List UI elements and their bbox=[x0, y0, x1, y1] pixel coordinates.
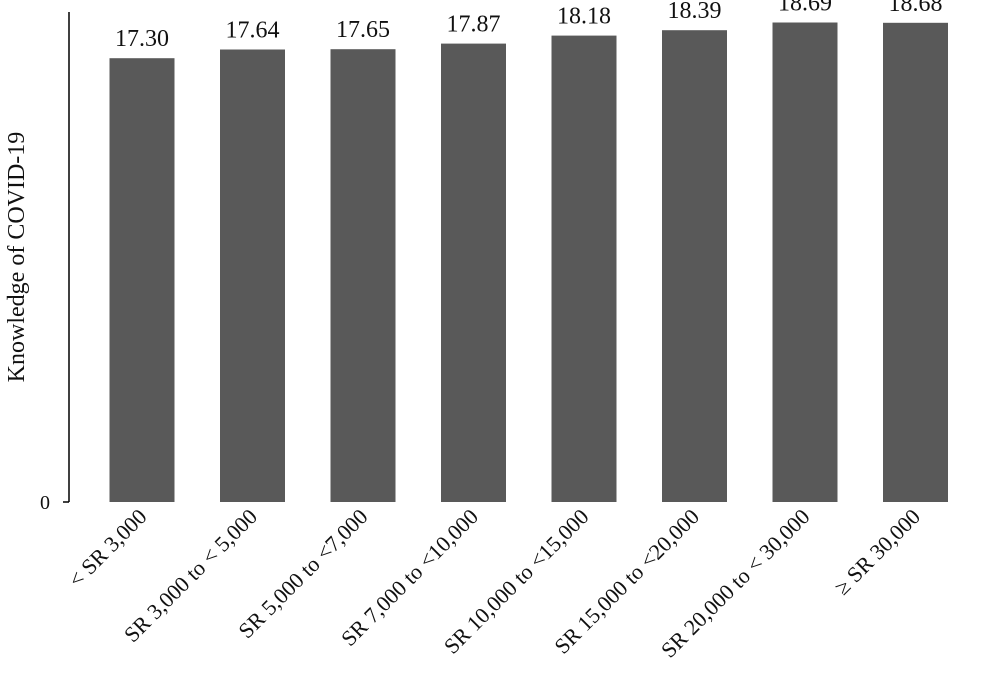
y-tick-label: 0 bbox=[40, 492, 50, 514]
value-labels-group: 17.30 17.64 17.65 17.87 18.18 18.39 18.69 18.68 bbox=[115, 0, 943, 52]
bar-value-label: 17.64 bbox=[226, 18, 280, 44]
bar-value-label: 18.39 bbox=[668, 0, 722, 24]
bar bbox=[109, 58, 175, 502]
bar bbox=[330, 49, 396, 502]
x-tick-label: ≥ SR 30,000 bbox=[829, 504, 925, 600]
axes: 0 Knowledge of COVID-19 bbox=[4, 12, 70, 514]
bar-value-label: 18.69 bbox=[778, 0, 832, 17]
bar bbox=[883, 22, 948, 503]
bar-value-label: 18.18 bbox=[557, 4, 611, 30]
bar bbox=[551, 35, 617, 502]
bar-value-label: 17.30 bbox=[115, 26, 169, 52]
bar bbox=[662, 30, 727, 502]
x-tick-label: < SR 3,000 bbox=[63, 504, 151, 592]
bar-value-label: 17.65 bbox=[336, 17, 390, 43]
bar bbox=[441, 43, 506, 502]
bar-value-label: 18.68 bbox=[889, 0, 943, 17]
bars-group bbox=[109, 22, 948, 503]
bar bbox=[220, 49, 285, 502]
bar bbox=[772, 22, 838, 502]
y-axis-title: Knowledge of COVID-19 bbox=[4, 132, 30, 383]
bar-value-label: 17.87 bbox=[447, 12, 501, 38]
